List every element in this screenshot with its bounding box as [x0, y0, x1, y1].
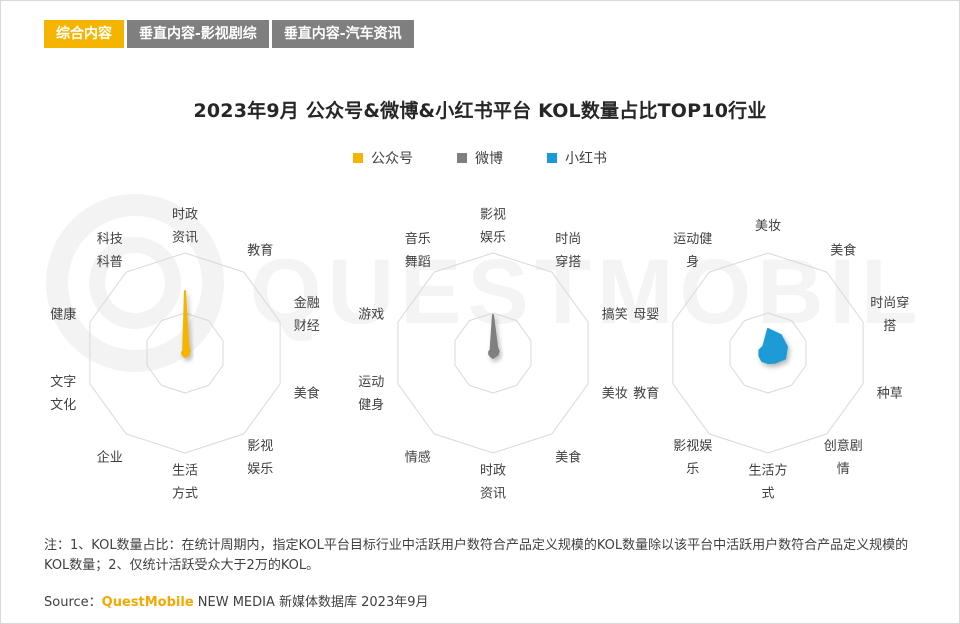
- radar-2-axis-label-7: 情感: [405, 450, 431, 466]
- radar-1-series-area: [181, 290, 191, 358]
- legend-label-xiaohongshu: 小红书: [565, 151, 607, 167]
- radar-2-series-area: [488, 314, 500, 359]
- radar-1-axis-label-4: 美食: [294, 386, 320, 402]
- radar-2-axis-label-3: 搞笑: [602, 306, 628, 322]
- radar-3-series-area: [758, 328, 788, 364]
- radar-2-axis-label-9: 游戏: [358, 307, 384, 322]
- legend-label-weibo: 微博: [475, 151, 503, 167]
- radar-1-axis-label-10: 科技科普: [97, 232, 123, 270]
- source-brand: QuestMobile: [101, 595, 194, 610]
- radar-3-axis-label-10: 运动健身: [673, 232, 712, 270]
- radar-2: 影视娱乐时尚穿搭搞笑美妆美食时政资讯 情感 运动健身 游戏 音乐舞蹈: [358, 208, 627, 502]
- radar-2-grid-ring-2: [454, 312, 532, 394]
- radar-3-axis-label-2: 美食: [830, 242, 856, 258]
- radar-3-grid-ring-1: [672, 252, 864, 454]
- legend-swatch-gongzhonghao: [353, 153, 363, 163]
- radar-2-axis-label-8: 运动健身: [358, 375, 384, 413]
- legend-label-gongzhonghao: 公众号: [371, 151, 413, 167]
- radar-3-axis-label-9: 母婴: [633, 307, 659, 322]
- radar-3-axis-label-1: 美妆: [755, 219, 781, 234]
- radar-3-axis-label-8: 教育: [633, 386, 659, 402]
- source-prefix: Source：: [44, 595, 102, 610]
- tab-vertical-auto[interactable]: 垂直内容-汽车资讯: [271, 20, 414, 48]
- radar-2-axis-label-10: 音乐舞蹈: [405, 231, 431, 270]
- footnote: 注：1、KOL数量占比：在统计周期内，指定KOL平台目标行业中活跃用户数符合产品…: [44, 538, 909, 573]
- radar-2-axis-label-2: 时尚穿搭: [555, 232, 581, 270]
- radar-1-axis-label-8: 文字文化: [50, 375, 76, 413]
- radar-1-axis-label-5: 影视娱乐: [247, 439, 273, 477]
- radar-2-axis-label-4: 美妆: [602, 387, 628, 402]
- radar-3-axis-label-3: 时尚穿搭: [870, 295, 909, 334]
- legend-item-gongzhonghao: 公众号: [353, 148, 413, 168]
- legend-item-weibo: 微博: [457, 148, 503, 168]
- radar-1-axis-label-6: 生活方式: [172, 464, 198, 502]
- radar-1-axis-label-7: 企业: [97, 450, 123, 466]
- source-line: Source：QuestMobile NEW MEDIA 新媒体数据库 2023…: [44, 591, 429, 610]
- radar-2-grid-ring-1: [397, 252, 589, 454]
- radar-3-axis-label-4: 种草: [877, 387, 903, 402]
- legend-item-xiaohongshu: 小红书: [547, 148, 607, 168]
- legend-swatch-weibo: [457, 153, 467, 163]
- radar-3-axis-label-5: 创意剧情: [824, 438, 863, 477]
- radar-1-grid-ring-2: [146, 312, 224, 394]
- radar-1-axis-label-9: 健康: [50, 306, 76, 322]
- tab-bar: 综合内容 垂直内容-影视剧综 垂直内容-汽车资讯: [44, 20, 414, 48]
- radar-1-axis-label-1: 时政资讯: [172, 208, 198, 246]
- tab-comprehensive[interactable]: 综合内容: [44, 20, 124, 48]
- radar-2-axis-label-5: 美食: [555, 450, 581, 466]
- radar-3-grid-ring-2: [729, 312, 807, 394]
- radar-1-axis-label-3: 金融财经: [294, 295, 320, 334]
- radar-3-axis-label-7: 影视娱乐: [673, 439, 712, 477]
- legend-swatch-xiaohongshu: [547, 153, 557, 163]
- radar-2-axis-label-6: 时政资讯: [480, 464, 506, 502]
- radar-1-grid-ring-1: [89, 252, 281, 454]
- chart-legend: 公众号 微博 小红书: [0, 148, 960, 168]
- tab-vertical-film-tv[interactable]: 垂直内容-影视剧综: [127, 20, 269, 48]
- radar-1-axis-label-2: 教育: [247, 242, 273, 258]
- source-rest: NEW MEDIA 新媒体数据库 2023年9月: [193, 595, 429, 610]
- radar-2-axis-label-1: 影视娱乐: [480, 208, 506, 246]
- radar-3-axis-label-6: 生活方式: [748, 463, 787, 502]
- chart-title: 2023年9月 公众号&微博&小红书平台 KOL数量占比TOP10行业: [193, 100, 767, 122]
